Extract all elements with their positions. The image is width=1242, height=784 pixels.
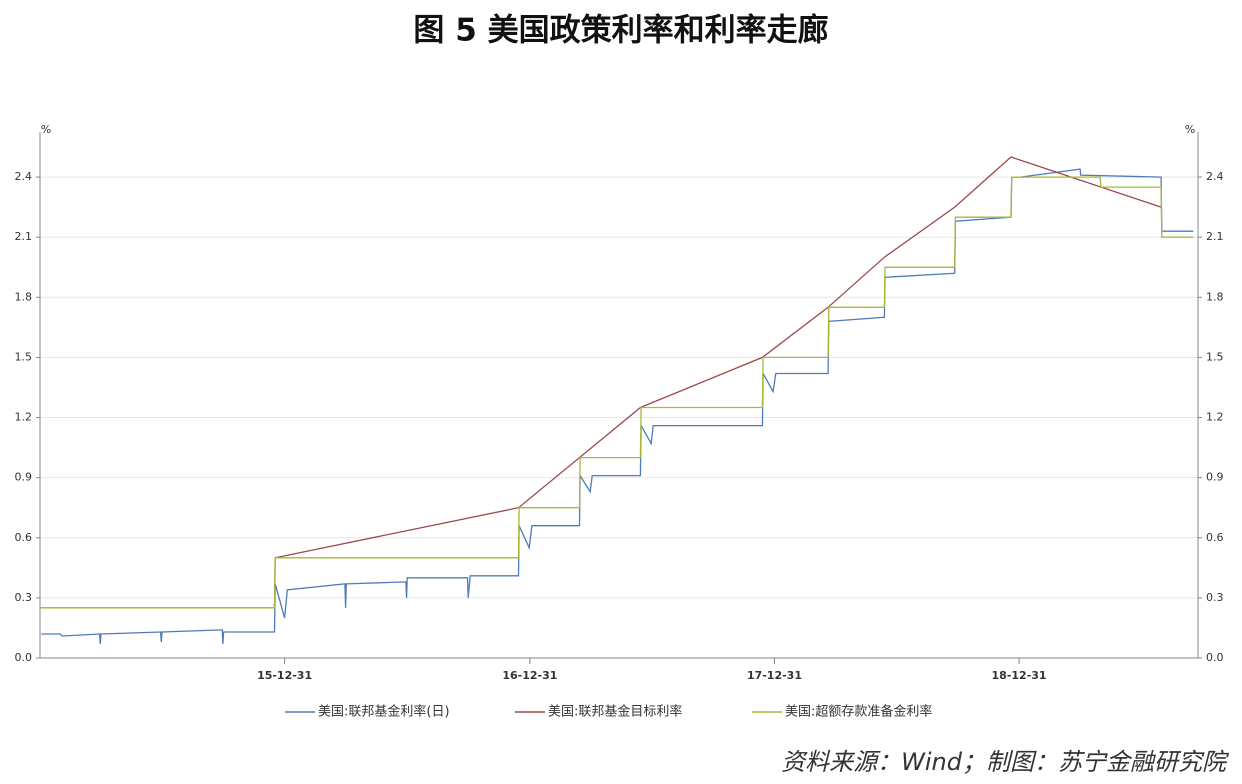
y-tick-label: 1.5 [15,350,33,363]
y-unit: % [41,123,51,136]
y2-tick-label: 1.5 [1206,350,1224,363]
y2-tick-label: 0.6 [1206,531,1224,544]
source-note: 资料来源：Wind；制图：苏宁金融研究院 [781,748,1230,776]
y2-tick-label: 1.2 [1206,411,1224,424]
y2-tick-label: 0.3 [1206,591,1224,604]
chart-title: 图 5 美国政策利率和利率走廊 [413,13,828,49]
y2-tick-label: 0.9 [1206,471,1224,484]
x-tick-label: 15-12-31 [257,669,312,682]
y-tick-label: 0.6 [15,531,33,544]
series-line [40,176,1194,609]
y-tick-label: 2.4 [15,170,33,183]
y-tick-label: 1.2 [15,411,33,424]
legend-label: 美国:联邦基金利率(日) [318,704,450,720]
y2-tick-label: 2.4 [1206,170,1224,183]
x-tick-label: 16-12-31 [502,669,557,682]
x-tick-label: 17-12-31 [747,669,802,682]
y-tick-label: 0.0 [15,651,33,664]
series-line [40,156,1162,609]
y2-tick-label: 1.8 [1206,290,1224,303]
x-tick-label: 18-12-31 [992,669,1047,682]
y-tick-label: 0.9 [15,471,33,484]
series-line [41,168,1194,645]
y2-unit: % [1185,123,1195,136]
y-tick-label: 1.8 [15,290,33,303]
legend-label: 美国:超额存款准备金利率 [785,704,932,720]
y-tick-label: 2.1 [15,230,33,243]
y2-tick-label: 0.0 [1206,651,1224,664]
y2-tick-label: 2.1 [1206,230,1224,243]
y-tick-label: 0.3 [15,591,33,604]
legend-label: 美国:联邦基金目标利率 [548,704,682,720]
